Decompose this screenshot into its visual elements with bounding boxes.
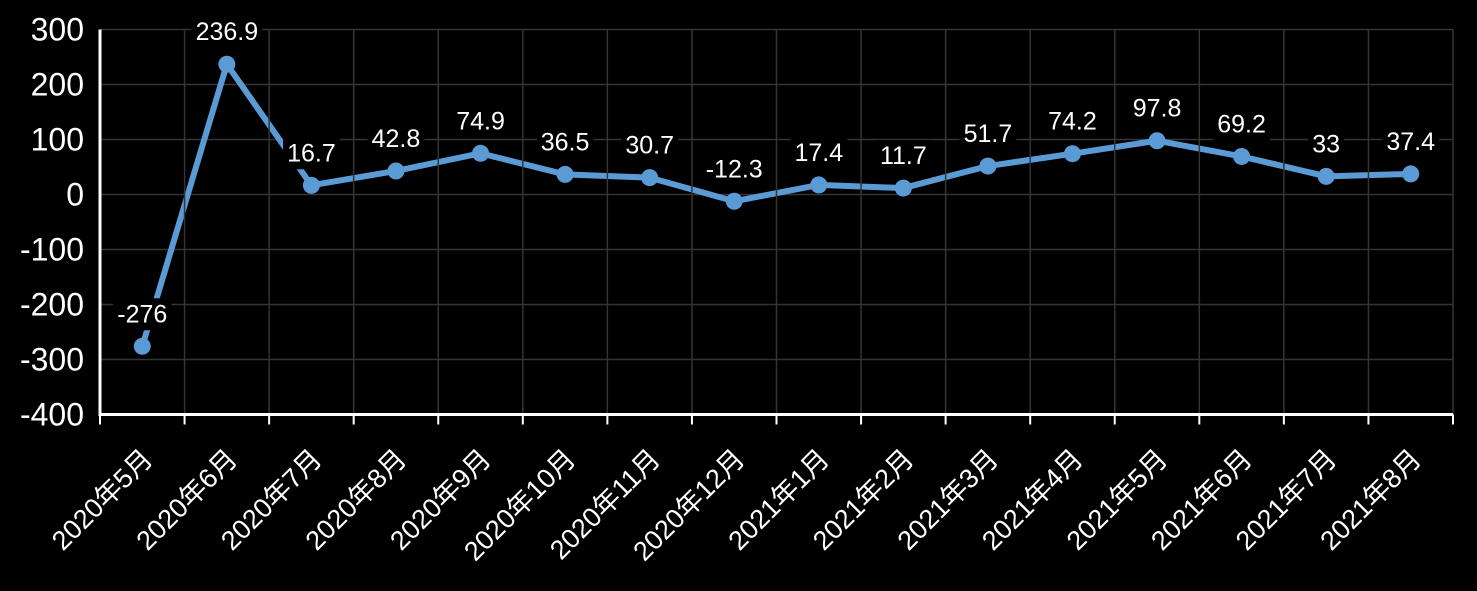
data-point-marker — [387, 162, 405, 180]
data-point-marker — [1063, 145, 1081, 163]
data-label-bg — [1044, 105, 1101, 138]
data-point-marker — [556, 165, 574, 183]
data-label: 30.7 — [625, 132, 674, 160]
data-label-bg — [1128, 92, 1186, 125]
y-axis-label: 0 — [66, 177, 84, 213]
data-label: 51.7 — [964, 120, 1013, 148]
data-point-marker — [218, 55, 236, 73]
data-point-marker — [979, 157, 997, 175]
data-point-marker — [1317, 167, 1335, 185]
data-label-bg — [701, 153, 767, 186]
data-point-marker — [1148, 132, 1166, 150]
data-point-marker — [1402, 165, 1420, 183]
data-label-bg — [536, 126, 594, 159]
y-axis-label: -100 — [20, 232, 84, 268]
data-label-bg — [367, 122, 425, 155]
data-point-marker — [133, 337, 151, 355]
data-label-bg — [1308, 128, 1345, 161]
y-axis-label: -400 — [20, 397, 84, 433]
data-label: 74.9 — [456, 107, 505, 135]
data-label-bg — [452, 105, 509, 138]
data-label-bg — [113, 298, 172, 331]
data-label: -12.3 — [706, 155, 763, 183]
data-label: 37.4 — [1386, 128, 1435, 156]
data-label: 33 — [1312, 130, 1340, 158]
data-label: 236.9 — [196, 18, 259, 46]
y-axis-label: -200 — [20, 287, 84, 323]
y-axis-label: -300 — [20, 342, 84, 378]
data-label: 97.8 — [1133, 95, 1182, 123]
data-label: -276 — [117, 300, 167, 328]
data-label: 69.2 — [1217, 110, 1266, 138]
data-label: 16.7 — [287, 139, 336, 167]
data-label-bg — [1213, 108, 1270, 141]
data-label-bg — [283, 137, 340, 170]
data-point-marker — [894, 179, 912, 197]
data-label: 36.5 — [541, 128, 590, 156]
data-point-marker — [472, 144, 490, 162]
y-axis-label: 100 — [31, 122, 84, 158]
data-label-bg — [959, 118, 1017, 151]
data-label: 42.8 — [372, 125, 421, 153]
data-point-marker — [641, 169, 659, 187]
data-label-bg — [1382, 125, 1440, 158]
data-label-bg — [191, 16, 263, 49]
data-point-marker — [1233, 147, 1251, 165]
data-label-bg — [621, 129, 678, 162]
data-point-marker — [725, 192, 743, 210]
y-axis-label: 200 — [31, 67, 84, 103]
data-label: 74.2 — [1048, 108, 1097, 136]
data-label-bg — [790, 136, 848, 169]
data-label-bg — [875, 140, 931, 173]
y-axis-label: 300 — [31, 12, 84, 48]
data-point-marker — [810, 176, 828, 194]
data-label: 11.7 — [880, 142, 927, 170]
data-point-marker — [302, 176, 320, 194]
data-label: 17.4 — [794, 139, 843, 167]
